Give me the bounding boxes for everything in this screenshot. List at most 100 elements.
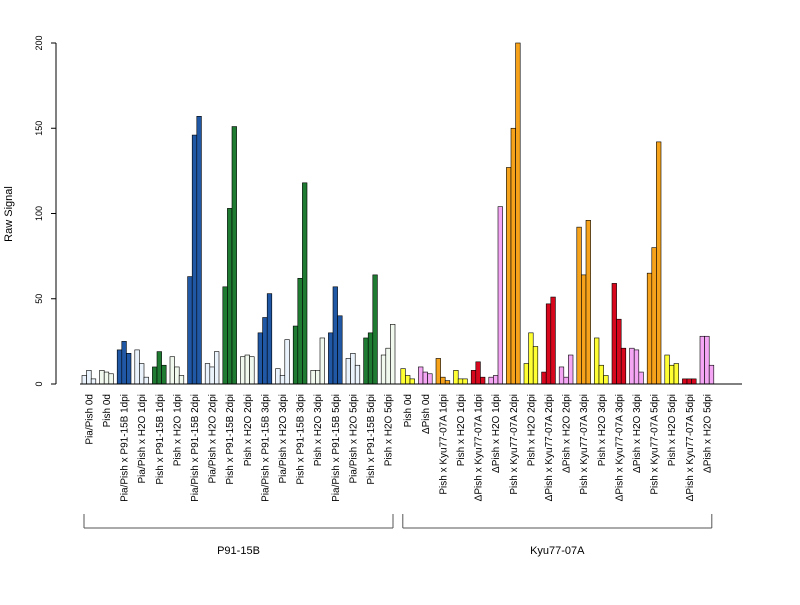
bar [134, 349, 140, 385]
x-tick-label: ΔPish x H2O 5dpi [702, 394, 713, 473]
bar [585, 220, 591, 385]
y-tick-label: 200 [34, 35, 44, 50]
x-tick-label: Pia/Pish x P91-15B 5dpi [331, 394, 342, 502]
bar [656, 141, 662, 385]
bar [418, 366, 424, 385]
x-tick-label: Pish x H2O 5dpi [384, 394, 395, 466]
bar [444, 380, 451, 385]
bar [161, 364, 167, 385]
bar [209, 366, 215, 385]
x-tick-label: Pish x H2O 3dpi [313, 394, 324, 466]
x-tick-label: Pish x Kyu77-07A 1dpi [438, 394, 449, 495]
bar [682, 378, 688, 385]
x-tick-label: Pish x P91-15B 1dpi [155, 394, 166, 485]
bar [576, 226, 582, 385]
bar [214, 351, 220, 385]
bar [427, 373, 433, 385]
bar [319, 337, 325, 385]
x-tick-label: ΔPish x Kyu77-07A 2dpi [544, 394, 555, 501]
x-tick-label: ΔPish x H2O 3dpi [632, 394, 643, 473]
bar [310, 370, 316, 385]
bar [244, 354, 250, 385]
bar [380, 354, 387, 385]
x-tick-label: ΔPish 0d [421, 394, 432, 434]
x-tick-label: Pia/Pish x H2O 3dpi [278, 394, 289, 484]
bar [86, 370, 92, 385]
x-tick-label: Pish x P91-15B 5dpi [366, 394, 377, 485]
bar [204, 363, 211, 385]
y-tick-label: 100 [34, 206, 44, 221]
x-tick-label: Pish x H2O 5dpi [667, 394, 678, 466]
bar [240, 356, 246, 385]
x-tick-label: Pish x H2O 2dpi [243, 394, 254, 466]
x-tick-label: Pish 0d [102, 394, 113, 427]
x-tick-label: Pish x P91-15B 2dpi [225, 394, 236, 485]
x-tick-label: Pish x H2O 2dpi [526, 394, 537, 466]
bar [506, 167, 512, 385]
bar [422, 371, 428, 385]
bar [174, 366, 180, 385]
bar [457, 378, 464, 385]
bar [103, 371, 110, 385]
bar [673, 363, 679, 385]
bar [515, 42, 521, 385]
bar [262, 317, 268, 385]
bar [568, 354, 574, 385]
x-tick-label: ΔPish x Kyu77-07A 1dpi [474, 394, 485, 501]
bar [523, 363, 529, 385]
x-tick-label: Pish x H2O 3dpi [597, 394, 608, 466]
bar [497, 206, 503, 385]
bar [99, 370, 105, 385]
bar [385, 347, 391, 385]
x-tick-label: Pia/Pish x H2O 5dpi [348, 394, 359, 484]
x-tick-label: ΔPish x Kyu77-07A 3dpi [614, 394, 625, 501]
y-axis-label: Raw Signal [3, 186, 15, 242]
bar [409, 378, 415, 385]
bar [390, 324, 396, 385]
bar [249, 356, 255, 385]
x-tick-label: Pish x Kyu77-07A 3dpi [579, 394, 590, 495]
bar [337, 315, 343, 385]
bar [187, 276, 193, 385]
bar [227, 208, 233, 385]
bar [367, 332, 374, 385]
bar [541, 371, 547, 385]
x-tick-label: Pish 0d [403, 394, 414, 427]
bar [121, 341, 127, 385]
bar [603, 375, 609, 385]
bar [257, 332, 263, 385]
bar [116, 349, 123, 385]
bar [629, 347, 635, 385]
bar [581, 274, 587, 385]
bar [152, 366, 158, 385]
bar [297, 277, 303, 385]
x-tick-label: Pia/Pish x P91-15B 1dpi [120, 394, 131, 502]
x-tick-label: ΔPish x Kyu77-07A 5dpi [685, 394, 696, 501]
x-tick-label: Pia/Pish x H2O 1dpi [137, 394, 148, 484]
bar [156, 351, 162, 385]
group-label: P91-15B [217, 545, 260, 557]
bar [350, 353, 356, 385]
bar [620, 347, 627, 385]
bar [143, 376, 149, 385]
bar [222, 286, 228, 385]
bar [435, 358, 441, 385]
bar [196, 116, 202, 385]
bar [598, 364, 604, 385]
bar [139, 363, 145, 385]
bar [686, 378, 692, 385]
bar [493, 375, 499, 385]
x-tick-label: Pish x H2O 1dpi [172, 394, 183, 466]
bar [699, 335, 705, 385]
y-tick-label: 50 [34, 294, 44, 304]
bar [400, 368, 406, 385]
bar [363, 337, 369, 385]
bar [453, 370, 459, 385]
group-brackets: P91-15B Kyu77-07A [83, 514, 713, 557]
x-tick-label: Pia/Pish x P91-15B 2dpi [190, 394, 201, 502]
x-tick-label: Pish x P91-15B 3dpi [296, 394, 307, 485]
x-tick-label: ΔPish x H2O 2dpi [562, 394, 573, 473]
bar [440, 376, 446, 385]
bar [691, 378, 697, 385]
